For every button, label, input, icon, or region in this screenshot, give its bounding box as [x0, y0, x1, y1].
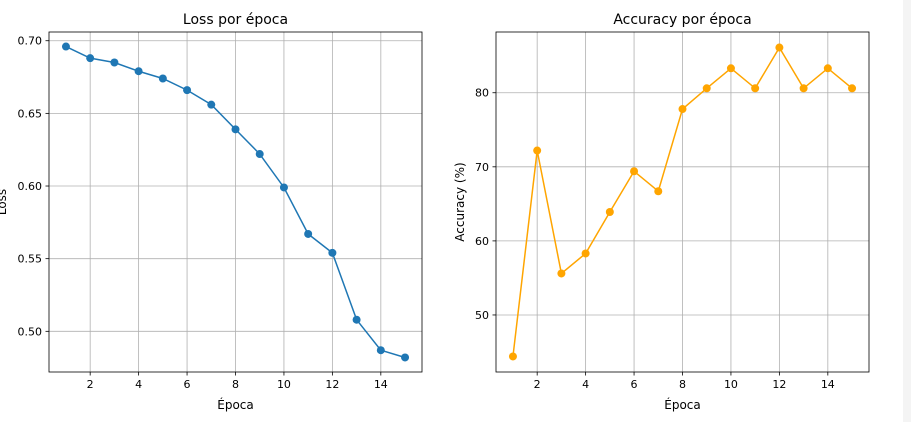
loss-xtick-label: 14: [374, 378, 388, 391]
loss-ytick-label: 0.55: [18, 253, 43, 266]
accuracy-point-6: [630, 167, 639, 176]
loss-point-1: [61, 42, 70, 51]
accuracy-xtick-label: 4: [582, 378, 589, 391]
loss-point-4: [134, 67, 143, 76]
loss-ytick-label: 0.50: [18, 325, 43, 338]
loss-point-11: [304, 229, 313, 238]
loss-point-2: [86, 54, 95, 63]
accuracy-xtick-label: 2: [534, 378, 541, 391]
loss-ytick-label: 0.65: [18, 107, 43, 120]
loss-xtick-label: 10: [277, 378, 291, 391]
loss-point-15: [401, 353, 410, 362]
loss-point-8: [231, 125, 240, 134]
loss-point-9: [255, 150, 264, 159]
accuracy-xtick-label: 8: [679, 378, 686, 391]
loss-xlabel: Época: [217, 397, 254, 412]
loss-point-12: [328, 248, 337, 257]
accuracy-point-10: [726, 64, 735, 73]
accuracy-xtick-label: 14: [821, 378, 835, 391]
loss-xtick-label: 2: [87, 378, 94, 391]
accuracy-ytick-label: 50: [475, 309, 489, 322]
accuracy-point-2: [533, 146, 542, 155]
accuracy-xtick-label: 10: [724, 378, 738, 391]
accuracy-point-3: [557, 269, 566, 278]
loss-xtick-label: 8: [232, 378, 239, 391]
accuracy-point-15: [848, 84, 857, 93]
loss-xtick-label: 6: [184, 378, 191, 391]
accuracy-xtick-label: 6: [631, 378, 638, 391]
accuracy-point-7: [654, 187, 663, 196]
accuracy-point-11: [751, 84, 760, 93]
loss-point-5: [158, 74, 167, 83]
accuracy-point-12: [775, 43, 784, 52]
accuracy-ytick-label: 70: [475, 161, 489, 174]
loss-point-14: [376, 346, 385, 355]
accuracy-point-14: [823, 64, 832, 73]
loss-ylabel: Loss: [0, 189, 9, 215]
accuracy-ylabel: Accuracy (%): [453, 162, 467, 241]
accuracy-ytick-label: 60: [475, 235, 489, 248]
accuracy-point-8: [678, 105, 687, 114]
scrollbar[interactable]: [903, 0, 911, 422]
loss-xtick-label: 12: [325, 378, 339, 391]
accuracy-point-4: [581, 249, 590, 258]
loss-ytick-label: 0.70: [18, 35, 43, 48]
loss-ytick-label: 0.60: [18, 180, 43, 193]
accuracy-point-9: [702, 84, 711, 93]
loss-xtick-label: 4: [135, 378, 142, 391]
accuracy-title: Accuracy por época: [613, 12, 751, 28]
accuracy-ytick-label: 80: [475, 87, 489, 100]
loss-point-13: [352, 315, 361, 324]
accuracy-xlabel: Época: [664, 397, 701, 412]
accuracy-point-5: [605, 208, 614, 216]
loss-point-3: [110, 58, 119, 67]
loss-point-7: [207, 100, 216, 109]
loss-point-6: [183, 86, 192, 95]
loss-title: Loss por época: [183, 12, 288, 28]
accuracy-point-13: [799, 84, 808, 93]
accuracy-xtick-label: 12: [772, 378, 786, 391]
accuracy-point-1: [508, 352, 517, 361]
loss-point-10: [279, 183, 288, 192]
